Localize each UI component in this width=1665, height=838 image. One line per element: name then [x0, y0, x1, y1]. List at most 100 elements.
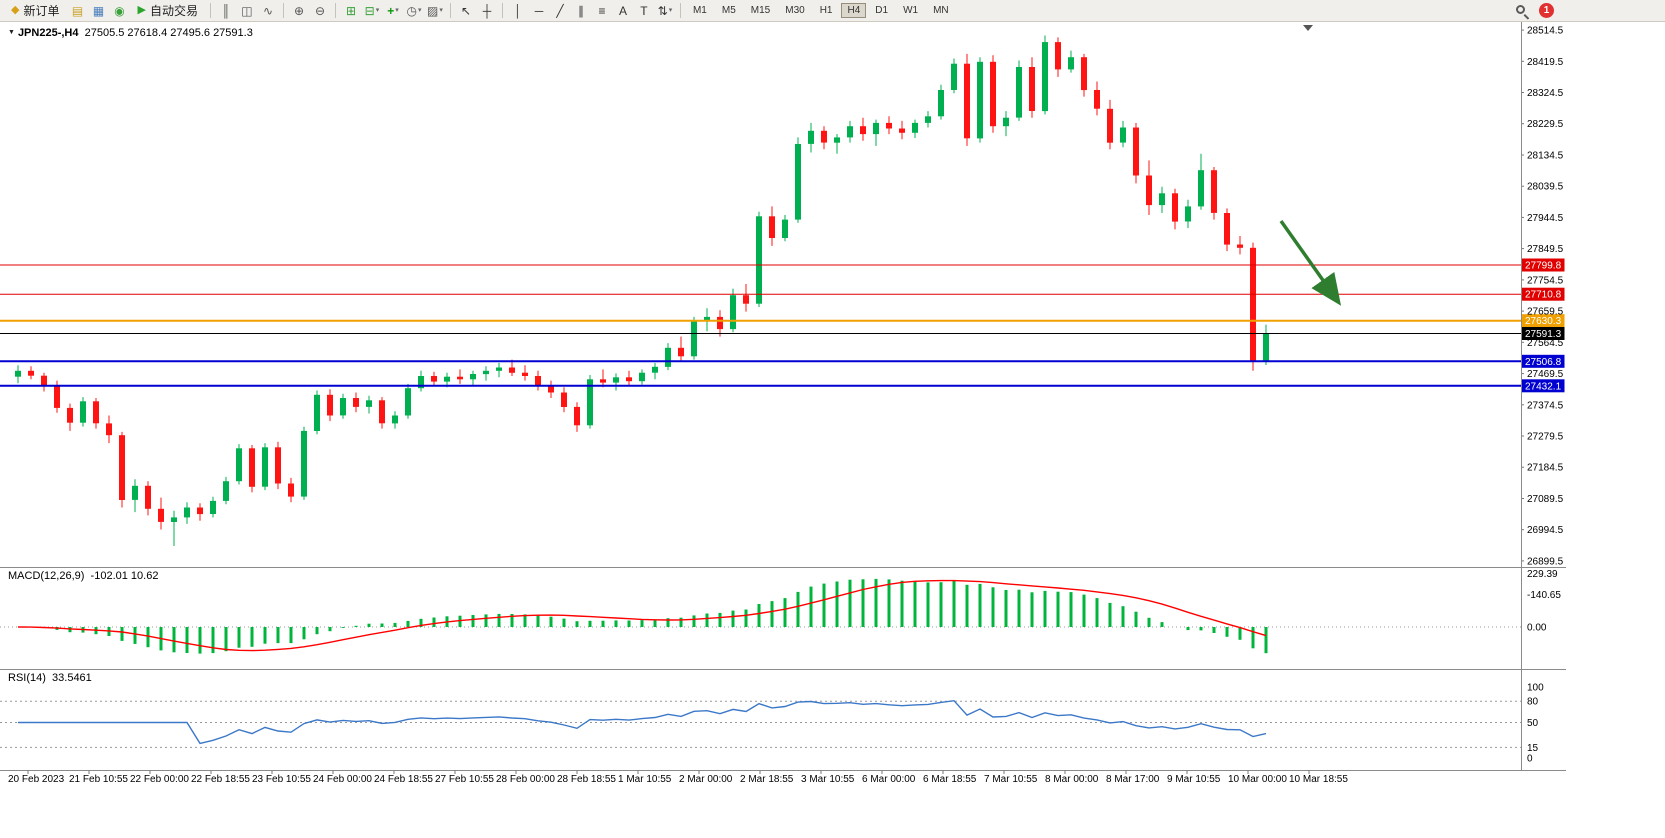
y-tick-label: 27564.5: [1527, 338, 1564, 349]
candle-body: [808, 130, 814, 144]
market-watch-icon: ▦: [92, 3, 105, 18]
candle-body: [1250, 247, 1256, 361]
y-tick-label: 27659.5: [1527, 307, 1564, 318]
y-tick-label: 27469.5: [1527, 369, 1564, 380]
candle-body: [444, 376, 450, 382]
candle-body: [938, 90, 944, 117]
candle-body: [353, 398, 359, 407]
chart-collapse-icon[interactable]: ▼: [8, 29, 15, 36]
x-tick-label: 24 Feb 00:00: [313, 774, 372, 785]
tile-windows-icon: ⊞: [345, 3, 356, 18]
timeframe-button-d1[interactable]: D1: [869, 3, 894, 18]
timeframe-button-h4[interactable]: H4: [841, 3, 867, 18]
bar-chart-icon[interactable]: ║: [216, 2, 236, 20]
timeframe-button-mn[interactable]: MN: [927, 3, 955, 18]
periods-icon[interactable]: ◷ ▾: [404, 2, 424, 20]
candle-body: [1055, 42, 1061, 70]
fibonacci-icon[interactable]: ≡: [592, 2, 612, 20]
chart-shift-marker[interactable]: [1303, 25, 1313, 31]
channel-icon[interactable]: ∥: [571, 2, 591, 20]
candle-body: [483, 370, 489, 375]
candle-body: [977, 61, 983, 139]
arrows-icon[interactable]: ⇅ ▾: [655, 2, 675, 20]
arrows-icon: ⇅: [657, 3, 668, 18]
candle-body: [106, 423, 112, 436]
y-tick-label: 28419.5: [1527, 57, 1564, 68]
x-tick-label: 22 Feb 00:00: [130, 774, 189, 785]
timeframe-button-m5[interactable]: M5: [716, 3, 742, 18]
candle-body: [223, 481, 229, 501]
candle-body: [730, 295, 736, 330]
candle-body: [145, 485, 151, 509]
market-watch-icon[interactable]: ▦: [88, 2, 108, 20]
crosshair-icon[interactable]: ┼: [477, 2, 497, 20]
candle-body: [392, 415, 398, 424]
community-icon[interactable]: ◉: [109, 2, 129, 20]
candle-body: [561, 392, 567, 407]
trendline-icon: ╱: [556, 3, 564, 18]
new-chart-icon[interactable]: ⊟ ▾: [362, 2, 382, 20]
x-tick-label: 10 Mar 00:00: [1228, 774, 1287, 785]
candle-body: [756, 216, 762, 304]
zoom-in-icon[interactable]: ⊕: [289, 2, 309, 20]
candle-body: [860, 126, 866, 135]
horizontal-line-icon[interactable]: ─: [529, 2, 549, 20]
candle-body: [1068, 57, 1074, 70]
candle-body: [1198, 170, 1204, 207]
toolbar-separator: [282, 3, 284, 18]
candle-body: [210, 500, 216, 514]
zoom-out-icon[interactable]: ⊖: [310, 2, 330, 20]
channel-icon: ∥: [577, 3, 584, 18]
indicators-icon[interactable]: + ▾: [383, 2, 403, 20]
search-icon[interactable]: [1516, 5, 1525, 14]
rsi-name: RSI(14): [8, 672, 46, 684]
trend-arrow[interactable]: [1279, 219, 1342, 306]
candle-body: [912, 122, 918, 133]
candle-body: [1224, 213, 1230, 245]
candle-body: [847, 126, 853, 138]
line-chart-icon[interactable]: ∿: [258, 2, 278, 20]
y-tick-label: 27184.5: [1527, 463, 1564, 474]
price-label-box: [1521, 379, 1565, 393]
dropdown-caret: ▾: [395, 7, 399, 14]
candle-body: [197, 507, 203, 515]
timeframe-button-h1[interactable]: H1: [814, 3, 839, 18]
candlestick-chart-icon[interactable]: ◫: [237, 2, 257, 20]
y-tick-label: 28229.5: [1527, 119, 1564, 130]
timeframe-button-m1[interactable]: M1: [687, 3, 713, 18]
charts-grid-icon[interactable]: ▤: [67, 2, 87, 20]
candle-body: [158, 508, 164, 522]
label-icon: T: [640, 3, 648, 18]
label-icon[interactable]: T: [634, 2, 654, 20]
cursor-icon[interactable]: ↖: [456, 2, 476, 20]
candle-body: [574, 406, 580, 426]
rsi-line: [18, 699, 1267, 745]
candle-body: [1107, 108, 1113, 143]
templates-icon[interactable]: ▨ ▾: [425, 2, 445, 20]
notification-badge[interactable]: 1: [1539, 3, 1554, 18]
price-label-box: [1521, 354, 1565, 368]
timeframe-button-m15[interactable]: M15: [745, 3, 776, 18]
timeframe-button-m30[interactable]: M30: [779, 3, 810, 18]
dropdown-caret: ▾: [417, 7, 422, 14]
candle-body: [587, 379, 593, 426]
candle-body: [886, 122, 892, 129]
tile-windows-icon[interactable]: ⊞: [341, 2, 361, 20]
new-order-button[interactable]: ◆ 新订单: [4, 0, 66, 21]
x-tick-label: 20 Feb 2023: [8, 774, 65, 785]
auto-trading-button[interactable]: ▶ 自动交易: [130, 0, 204, 21]
candle-body: [626, 377, 632, 382]
trendline-icon[interactable]: ╱: [550, 2, 570, 20]
text-icon[interactable]: A: [613, 2, 633, 20]
vertical-line-icon[interactable]: │: [508, 2, 528, 20]
timeframe-button-w1[interactable]: W1: [897, 3, 924, 18]
chart-symbol-period: JPN225-,H4: [17, 27, 79, 39]
candle-body: [275, 447, 281, 484]
bar-chart-icon: ║: [221, 3, 231, 18]
candle-body: [639, 372, 645, 382]
candle-body: [1042, 42, 1048, 112]
rsi-value: 33.5461: [52, 672, 92, 684]
candle-body: [327, 394, 333, 416]
candle-body: [1029, 67, 1035, 111]
